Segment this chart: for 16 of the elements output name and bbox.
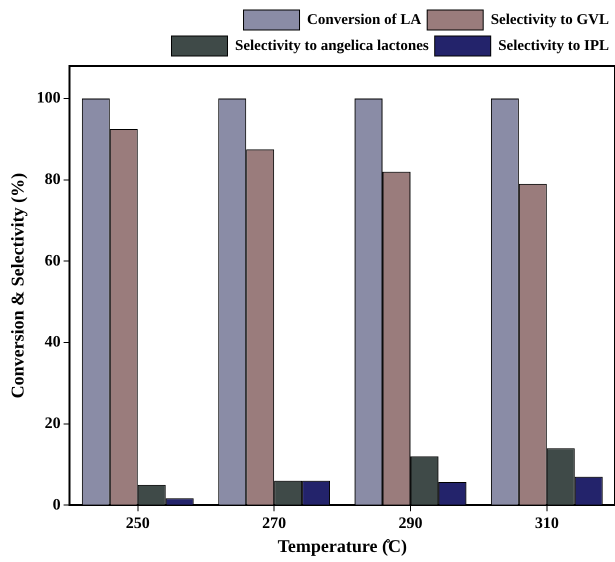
- x-axis-title: Temperature (̊C): [278, 536, 408, 556]
- legend-label: Conversion of LA: [307, 12, 422, 28]
- x-tick-label: 250: [126, 514, 150, 532]
- y-tick-label: 100: [36, 90, 61, 107]
- y-tick-label: 0: [52, 496, 61, 514]
- y-axis-title: Conversion & Selectivity (%): [7, 172, 28, 398]
- y-tick-label: 80: [44, 171, 61, 188]
- legend-label: Selectivity to GVL: [490, 12, 610, 28]
- y-tick-label: 40: [44, 334, 61, 351]
- legend-label: Selectivity to IPL: [498, 38, 610, 54]
- x-tick-label: 290: [398, 514, 422, 532]
- y-tick-label: 60: [44, 252, 61, 270]
- legend-label: Selectivity to angelica lactones: [234, 38, 429, 54]
- x-tick-label: 310: [534, 514, 559, 532]
- y-tick-label: 20: [44, 415, 61, 432]
- x-tick-label: 270: [262, 514, 286, 532]
